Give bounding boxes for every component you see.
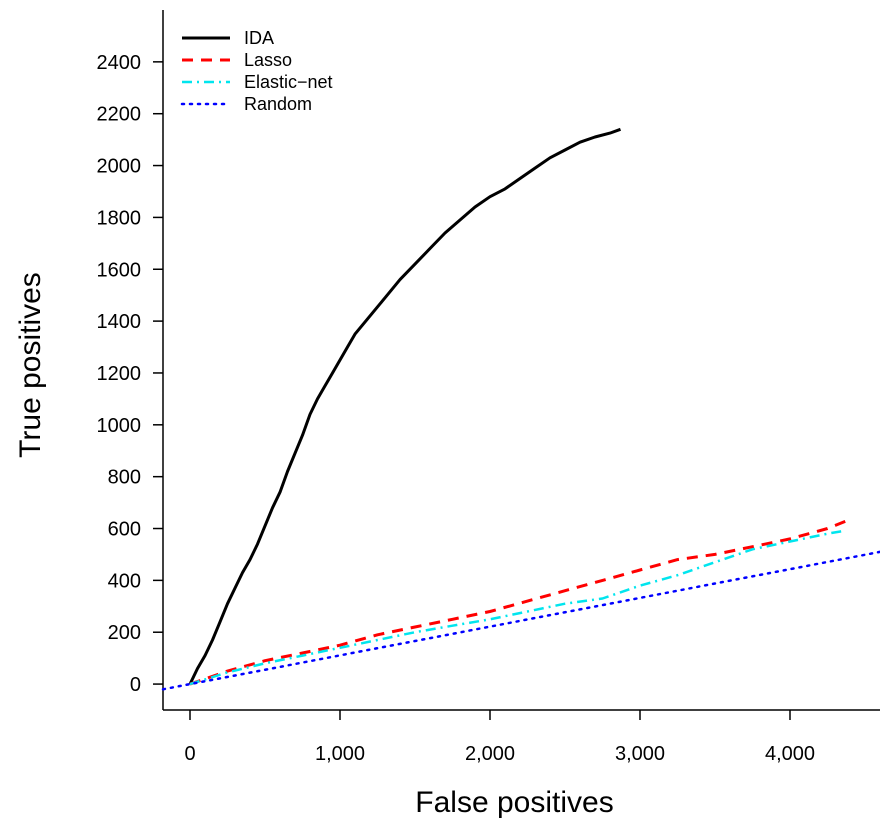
y-tick-label: 400 xyxy=(108,570,141,592)
series-line-random xyxy=(161,550,880,691)
y-tick-label: 1200 xyxy=(97,363,142,385)
y-tick-label: 1000 xyxy=(97,415,142,437)
y-tick-label: 600 xyxy=(108,519,141,541)
x-tick-label: 0 xyxy=(184,743,195,765)
x-tick-label: 3,000 xyxy=(615,743,665,765)
legend-label-lasso: Lasso xyxy=(244,50,292,70)
series-line-elastic-net xyxy=(189,529,843,686)
series-line-lasso xyxy=(189,519,848,686)
legend-label-elastic-net: Elastic−net xyxy=(244,72,333,92)
y-tick-label: 1800 xyxy=(97,207,142,229)
legend-label-ida: IDA xyxy=(244,28,274,48)
y-tick-label: 200 xyxy=(108,622,141,644)
series-line-ida xyxy=(188,127,622,685)
x-tick-label: 1,000 xyxy=(315,743,365,765)
y-tick-label: 1600 xyxy=(97,259,142,281)
y-tick-label: 1400 xyxy=(97,311,142,333)
y-tick-label: 2000 xyxy=(97,156,142,178)
legend-label-random: Random xyxy=(244,94,312,114)
x-tick-label: 2,000 xyxy=(465,743,515,765)
y-axis-title: True positives xyxy=(14,272,47,458)
series-layer xyxy=(161,127,880,691)
y-tick-label: 2400 xyxy=(97,52,142,74)
y-tick-label: 0 xyxy=(130,674,141,696)
axes: 0 200 400 600 800 1000 1200 1400 1600 1800 2000 220… xyxy=(97,10,880,765)
y-tick-label: 800 xyxy=(108,467,141,489)
x-axis-title: False positives xyxy=(415,786,613,818)
y-tick-label: 2200 xyxy=(97,104,142,126)
x-tick-label: 4,000 xyxy=(765,743,815,765)
